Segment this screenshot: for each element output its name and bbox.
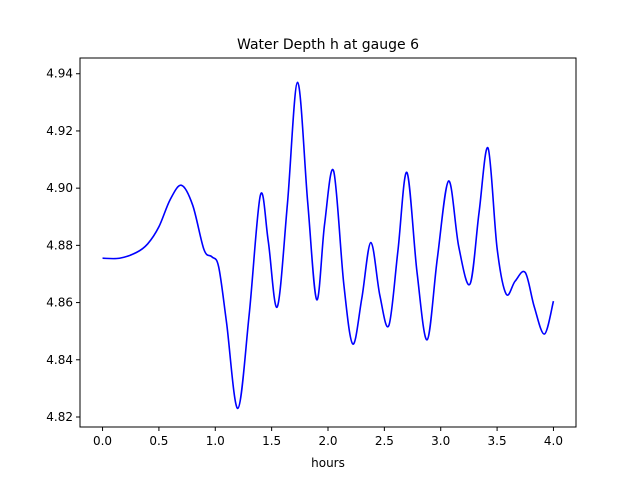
plot-area xyxy=(102,81,555,410)
y-tick-label: 4.92 xyxy=(46,124,73,138)
x-tick-label: 3.0 xyxy=(431,434,450,448)
x-tick-label: 2.5 xyxy=(375,434,394,448)
x-tick-label: 3.5 xyxy=(488,434,507,448)
series-line xyxy=(102,81,555,410)
chart-title: Water Depth h at gauge 6 xyxy=(237,37,419,53)
x-tick-label: 1.5 xyxy=(262,434,281,448)
axes-frame xyxy=(79,57,577,428)
y-tick-label: 4.84 xyxy=(46,353,73,367)
x-tick-label: 4.0 xyxy=(544,434,563,448)
x-tick-label: 0.5 xyxy=(149,434,168,448)
y-tick-label: 4.86 xyxy=(46,296,73,310)
x-tick-label: 1.0 xyxy=(206,434,225,448)
y-tick-label: 4.90 xyxy=(46,181,73,195)
x-tick-label: 0.0 xyxy=(93,434,112,448)
y-tick-label: 4.88 xyxy=(46,238,73,252)
y-tick-label: 4.94 xyxy=(46,67,73,81)
x-tick-label: 2.0 xyxy=(318,434,337,448)
y-tick-label: 4.82 xyxy=(46,410,73,424)
tick-group: 0.0 0.5 1.0 1.5 2.0 2.5 3.0 3.5 4.0 4.82 4.84 4.86 4… xyxy=(46,67,563,448)
x-axis-label: hours xyxy=(311,456,345,470)
